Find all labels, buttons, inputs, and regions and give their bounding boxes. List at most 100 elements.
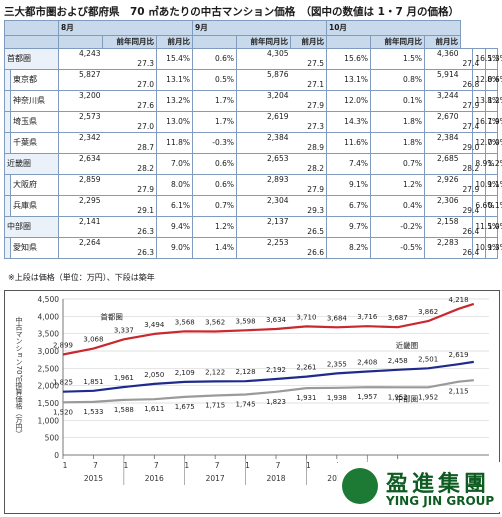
cell-spacer (58, 80, 103, 91)
yoy-change: 11.6% (326, 132, 371, 154)
building-age: 26.4 (460, 248, 480, 259)
yoy-header: 前年同月比 (236, 35, 291, 49)
series-name-label: 中部圏 (396, 393, 419, 403)
building-age: 27.5 (290, 59, 327, 70)
data-label: 1,952 (388, 393, 408, 401)
yoy-change: 13.0% (156, 111, 193, 133)
building-age: 26.6 (290, 248, 327, 259)
mom-change: 1.8% (370, 132, 425, 154)
yoy-change: 15.4% (156, 48, 193, 70)
cell-spacer (290, 216, 327, 227)
mom-change: 0.0% (484, 132, 502, 154)
mom-change: 0.7% (370, 153, 425, 175)
data-label: 1,520 (53, 408, 73, 416)
price-value: 4,243 (58, 48, 103, 59)
mom-change: 1.2% (370, 174, 425, 196)
cell-spacer (236, 101, 291, 112)
header-blank (58, 35, 103, 49)
mom-header: 前月比 (156, 35, 193, 49)
price-value: 2,573 (58, 111, 103, 122)
mom-change: 1.3% (484, 48, 502, 70)
price-value: 2,141 (58, 216, 103, 227)
data-label: 1,851 (83, 378, 103, 386)
price-value: 2,634 (58, 153, 103, 164)
yoy-change: 15.6% (326, 48, 371, 70)
yoy-change: 9.1% (326, 174, 371, 196)
month-header: 8月 (58, 20, 193, 36)
data-label: 1,825 (53, 379, 73, 387)
cell-spacer (58, 248, 103, 259)
series-name-label: 近畿圏 (396, 340, 419, 350)
building-age: 27.0 (102, 80, 157, 91)
cell-spacer (290, 69, 327, 80)
cell-spacer (236, 164, 291, 175)
cell-spacer (423, 248, 461, 259)
cell-spacer (460, 216, 473, 227)
mom-change: -0.2% (370, 216, 425, 238)
table-row: 兵庫県 2,295 6.1% 0.7% 2,304 6.7% 0.4% 2,306 6.6% 0.… (4, 195, 502, 217)
building-age: 28.2 (102, 164, 157, 175)
price-value: 2,685 (423, 153, 461, 164)
data-label: 2,899 (53, 342, 73, 350)
mom-change: 0.8% (370, 69, 425, 91)
mom-change: -0.3% (192, 132, 237, 154)
cell-spacer (290, 174, 327, 185)
yoy-change: 8.0% (156, 174, 193, 196)
mom-change: 0.7% (192, 195, 237, 217)
mom-change: 1.2% (484, 90, 502, 112)
cell-spacer (236, 248, 291, 259)
data-label: 1,957 (357, 393, 377, 401)
cell-spacer (58, 227, 103, 238)
cell-spacer (460, 237, 473, 248)
data-label: 2,192 (266, 366, 286, 374)
yoy-change: 7.4% (326, 153, 371, 175)
table-row: 大阪府 2,859 8.0% 0.6% 2,893 9.1% 1.2% 2,926 10.9% 1… (4, 174, 502, 196)
data-label: 1,715 (205, 402, 225, 410)
data-label: 2,619 (449, 351, 469, 359)
price-value: 2,670 (423, 111, 461, 122)
year-label: 2017 (206, 474, 225, 483)
mom-change: 0.6% (192, 153, 237, 175)
cell-spacer (423, 164, 461, 175)
table-row-lower: 26.3 26.6 26.4 (5, 248, 498, 259)
series-name-label: 首都圏 (100, 311, 123, 321)
mom-change: 0.6% (192, 48, 237, 70)
mom-change: 1.7% (192, 111, 237, 133)
cell-spacer (423, 206, 461, 217)
building-age: 28.9 (290, 143, 327, 154)
cell-spacer (236, 59, 291, 70)
mom-change: 1.1% (484, 174, 502, 196)
region-name: 千葉県 (10, 132, 59, 154)
y-tick-label: 3,500 (38, 330, 60, 339)
yoy-change: 7.0% (156, 153, 193, 175)
mom-change: 1.5% (370, 48, 425, 70)
region-name: 近畿圏 (4, 153, 59, 175)
x-tick-label: 1 (123, 461, 128, 470)
mom-header: 前月比 (290, 35, 327, 49)
data-label: 3,634 (266, 316, 287, 324)
series-line (62, 302, 475, 356)
price-value: 5,827 (58, 69, 103, 80)
data-label: 1,823 (266, 398, 286, 406)
building-age: 29.3 (290, 206, 327, 217)
mom-change: 0.4% (370, 195, 425, 217)
yoy-change: 6.6% (472, 195, 494, 217)
cell-spacer (102, 111, 157, 122)
x-tick-label: 7 (93, 461, 98, 470)
table-row-lower: 27.0 27.3 27.4 (5, 122, 498, 133)
table-row-lower: 28.7 28.9 29.0 (5, 143, 498, 154)
building-age: 26.3 (102, 227, 157, 238)
price-table: 8月 9月 10月 前年同月比 前月比 前年同月比 前月比 前年同月比 前月比 … (4, 20, 502, 259)
cell-spacer (102, 132, 157, 143)
cell-spacer (423, 122, 461, 133)
cell-spacer (460, 195, 473, 206)
price-value: 2,158 (423, 216, 461, 227)
cell-spacer (290, 90, 327, 101)
data-label: 1,533 (83, 408, 103, 416)
mom-change: 1.2% (484, 153, 502, 175)
data-label: 1,588 (114, 406, 134, 414)
x-tick-label: 7 (215, 461, 220, 470)
table-row-lower: 27.0 27.1 26.8 (5, 80, 498, 91)
mom-change: 0.1% (484, 195, 502, 217)
price-value: 2,264 (58, 237, 103, 248)
